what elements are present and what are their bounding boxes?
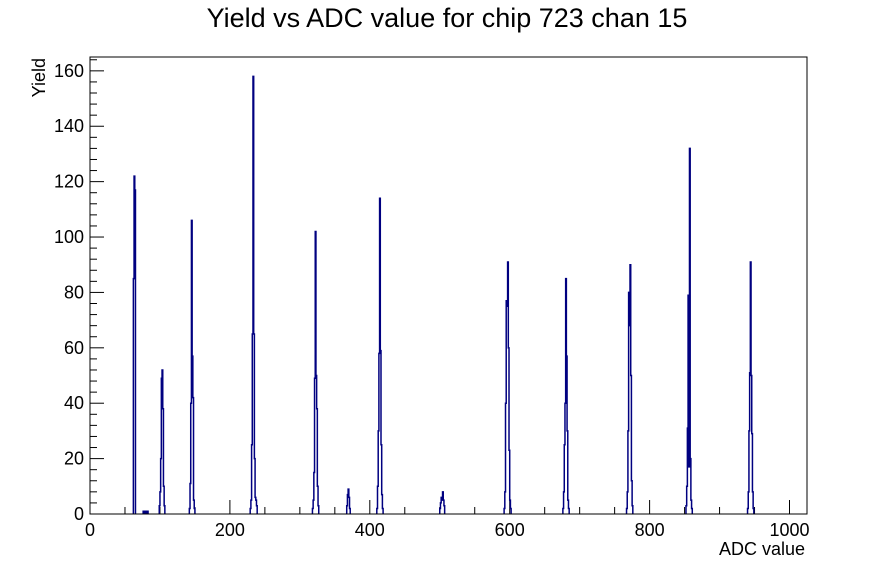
x-tick-label: 400 <box>355 520 385 540</box>
y-tick-label: 60 <box>64 338 84 358</box>
histogram-series <box>132 75 755 514</box>
axis-ticks <box>89 59 791 515</box>
y-axis-label: Yield <box>29 58 49 97</box>
y-tick-label: 120 <box>54 172 84 192</box>
y-tick-label: 40 <box>64 393 84 413</box>
x-tick-label: 800 <box>635 520 665 540</box>
y-tick-label: 20 <box>64 449 84 469</box>
x-tick-label: 0 <box>85 520 95 540</box>
y-tick-label: 0 <box>74 504 84 524</box>
y-tick-label: 100 <box>54 227 84 247</box>
x-tick-label: 600 <box>495 520 525 540</box>
y-tick-label: 80 <box>64 282 84 302</box>
x-tick-label: 200 <box>215 520 245 540</box>
chart-title: Yield vs ADC value for chip 723 chan 15 <box>207 3 688 33</box>
y-tick-label: 160 <box>54 61 84 81</box>
tick-labels: 0 200 400 600 800 1000 0 20 40 60 80 100 120 140 160 <box>54 61 810 540</box>
x-axis-label: ADC value <box>719 539 805 559</box>
y-tick-label: 140 <box>54 116 84 136</box>
x-tick-label: 1000 <box>769 520 809 540</box>
plot-frame <box>89 56 808 515</box>
